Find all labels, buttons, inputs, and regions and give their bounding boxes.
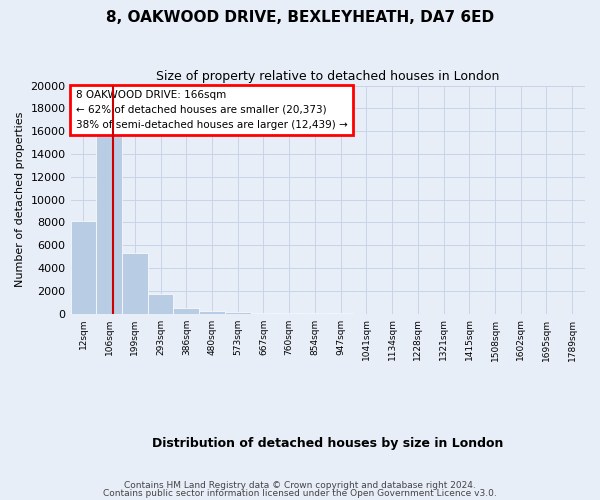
Text: Contains public sector information licensed under the Open Government Licence v3: Contains public sector information licen… <box>103 489 497 498</box>
Title: Size of property relative to detached houses in London: Size of property relative to detached ho… <box>156 70 499 83</box>
Text: Contains HM Land Registry data © Crown copyright and database right 2024.: Contains HM Land Registry data © Crown c… <box>124 480 476 490</box>
Bar <box>71 222 96 314</box>
Text: 8 OAKWOOD DRIVE: 166sqm
← 62% of detached houses are smaller (20,373)
38% of sem: 8 OAKWOOD DRIVE: 166sqm ← 62% of detache… <box>76 90 347 130</box>
Bar <box>122 253 148 314</box>
Bar <box>251 312 277 314</box>
Bar <box>148 294 173 314</box>
Y-axis label: Number of detached properties: Number of detached properties <box>15 112 25 288</box>
Bar <box>277 313 302 314</box>
Text: 8, OAKWOOD DRIVE, BEXLEYHEATH, DA7 6ED: 8, OAKWOOD DRIVE, BEXLEYHEATH, DA7 6ED <box>106 10 494 25</box>
Bar <box>199 311 225 314</box>
Bar <box>173 308 199 314</box>
Bar <box>225 312 251 314</box>
X-axis label: Distribution of detached houses by size in London: Distribution of detached houses by size … <box>152 437 503 450</box>
Bar <box>96 124 122 314</box>
